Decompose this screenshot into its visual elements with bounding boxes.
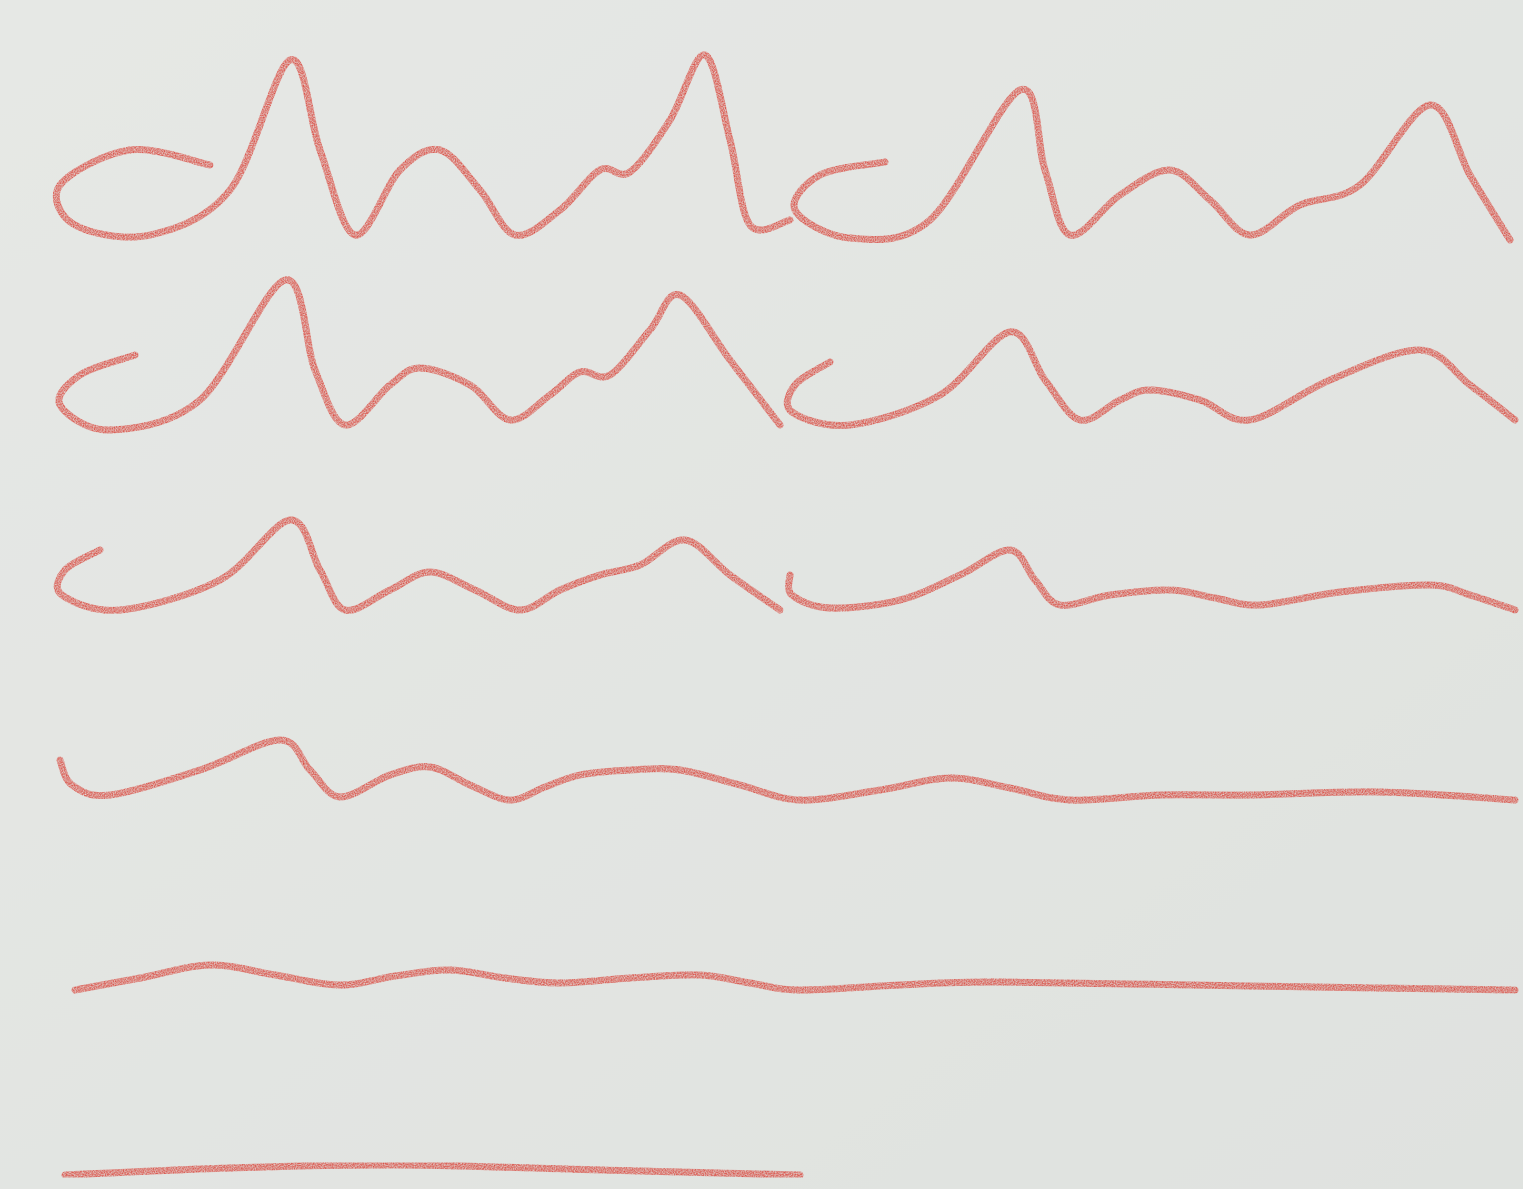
stroke [790, 85, 1514, 244]
stroke [55, 276, 784, 434]
stroke [53, 516, 784, 614]
stroke [52, 51, 794, 241]
stroke [71, 961, 1519, 994]
stroke [783, 328, 1519, 430]
stroke [61, 1161, 804, 1179]
stroke [785, 546, 1519, 614]
strokes [52, 51, 1519, 1179]
stroke [56, 736, 1519, 804]
